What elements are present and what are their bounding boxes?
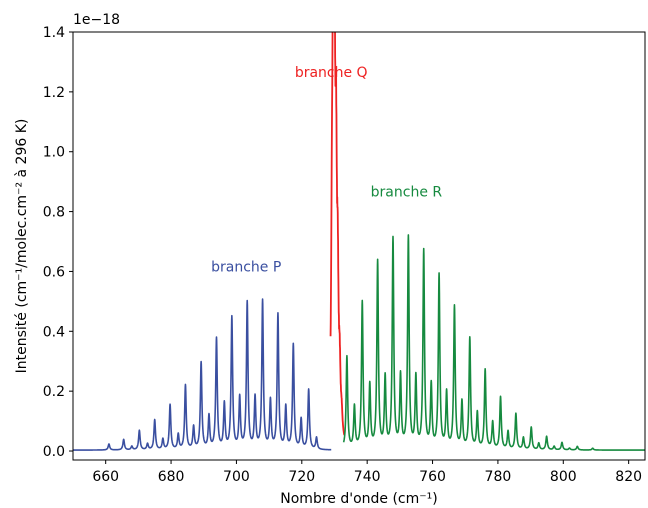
series-line-0 xyxy=(73,298,332,451)
x-axis-ticks: 660 680 700 720 740 760 780 800 820 xyxy=(92,460,642,485)
y-tick-label: 1.4 xyxy=(43,25,65,41)
x-tick-label: 680 xyxy=(158,469,185,485)
x-tick-label: 800 xyxy=(550,469,577,485)
y-tick-label: 0.2 xyxy=(43,384,65,400)
x-tick-label: 660 xyxy=(92,469,119,485)
x-tick-label: 740 xyxy=(354,469,381,485)
plot-lines xyxy=(73,32,645,451)
branch-annotation: branche Q xyxy=(295,65,368,81)
branch-annotation: branche R xyxy=(371,185,443,201)
x-tick-label: 700 xyxy=(223,469,250,485)
y-tick-label: 0.4 xyxy=(43,324,65,340)
x-tick-label: 720 xyxy=(288,469,315,485)
y-tick-label: 1.0 xyxy=(43,145,65,161)
y-tick-label: 0.0 xyxy=(43,444,65,460)
x-axis-label: Nombre d'onde (cm⁻¹) xyxy=(280,491,437,507)
y-tick-label: 0.8 xyxy=(43,205,65,221)
x-tick-label: 780 xyxy=(485,469,512,485)
series-line-1 xyxy=(329,32,346,436)
annotations: branche P branche Q branche R xyxy=(211,65,442,276)
x-tick-label: 760 xyxy=(419,469,446,485)
x-tick-label: 820 xyxy=(615,469,642,485)
y-axis-ticks: 0.0 0.2 0.4 0.6 0.8 1.0 1.2 1.4 xyxy=(43,25,73,460)
y-multiplier-label: 1e−18 xyxy=(73,12,120,28)
y-tick-label: 1.2 xyxy=(43,85,65,101)
y-axis-label: Intensité (cm⁻¹/molec.cm⁻² à 296 K) xyxy=(14,119,30,374)
series-line-2 xyxy=(342,234,645,451)
plot-frame xyxy=(72,31,646,461)
branch-annotation: branche P xyxy=(211,259,281,275)
y-tick-label: 0.6 xyxy=(43,264,65,280)
